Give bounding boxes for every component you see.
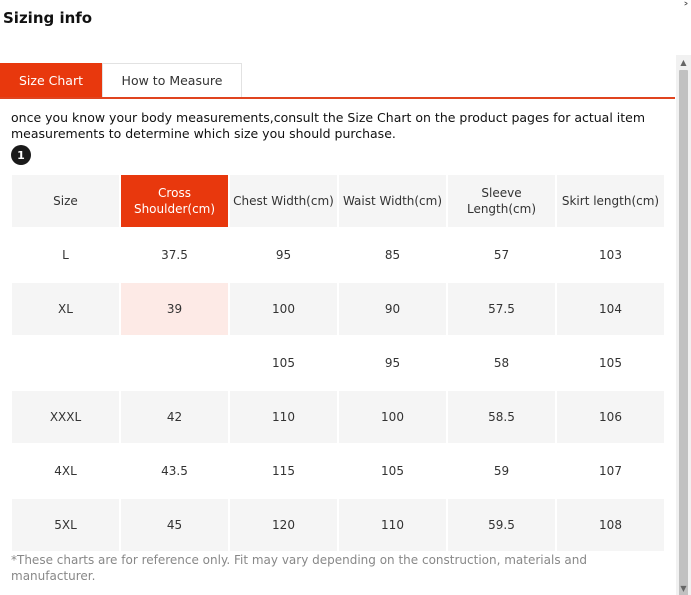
cell-sleeve-length: 57 [448, 229, 555, 281]
cell-waist-width: 100 [339, 391, 446, 443]
footnote-disclaimer: *These charts are for reference only. Fi… [11, 553, 587, 583]
cell-waist-width: 95 [339, 337, 446, 389]
table-row: XXXL 42 110 100 58.5 106 [12, 391, 664, 443]
cell-size: L [12, 229, 119, 281]
cell-skirt-length: 108 [557, 499, 664, 551]
cell-size: 5XL [12, 499, 119, 551]
header-cross-shoulder: Cross Shoulder(cm) [121, 175, 228, 227]
tab-bar: Size Chart How to Measure [0, 63, 675, 99]
header-skirt-length: Skirt length(cm) [557, 175, 664, 227]
scroll-up-icon[interactable]: ▲ [680, 57, 687, 67]
cell-skirt-length: 105 [557, 337, 664, 389]
table-row: L 37.5 95 85 57 103 [12, 229, 664, 281]
cell-chest-width: 110 [230, 391, 337, 443]
table-row: 5XL 45 120 110 59.5 108 [12, 499, 664, 551]
cell-chest-width: 95 [230, 229, 337, 281]
close-icon[interactable]: ˃ [683, 1, 689, 15]
cell-sleeve-length: 58.5 [448, 391, 555, 443]
cell-cross-shoulder: 42 [121, 391, 228, 443]
scrollbar-thumb[interactable] [679, 70, 688, 595]
table-row-selected: XXL 40.5 105 95 58 105 [12, 337, 664, 389]
cell-size: 4XL [12, 445, 119, 497]
cell-cross-shoulder: 37.5 [121, 229, 228, 281]
cell-cross-shoulder: 45 [121, 499, 228, 551]
cell-skirt-length: 106 [557, 391, 664, 443]
scroll-down-icon[interactable]: ▼ [680, 583, 687, 593]
header-sleeve-length: Sleeve Length(cm) [448, 175, 555, 227]
header-waist-width: Waist Width(cm) [339, 175, 446, 227]
tab-underline [0, 97, 675, 99]
cell-sleeve-length: 59.5 [448, 499, 555, 551]
header-size: Size [12, 175, 119, 227]
cell-waist-width: 85 [339, 229, 446, 281]
cell-cross-shoulder: 40.5 [121, 337, 228, 389]
cell-cross-shoulder: 43.5 [121, 445, 228, 497]
cell-size: XXXL [12, 391, 119, 443]
tab-how-to-measure[interactable]: How to Measure [102, 63, 242, 97]
cell-waist-width: 110 [339, 499, 446, 551]
cell-size: XL [12, 283, 119, 335]
cell-sleeve-length: 58 [448, 337, 555, 389]
cell-chest-width: 100 [230, 283, 337, 335]
cell-size: XXL [12, 337, 119, 389]
table-header-row: Size Cross Shoulder(cm) Chest Width(cm) … [12, 175, 664, 227]
cell-sleeve-length: 59 [448, 445, 555, 497]
step-number-badge: 1 [11, 145, 31, 165]
table-row: XL 39 100 90 57.5 104 [12, 283, 664, 335]
cell-chest-width: 115 [230, 445, 337, 497]
cell-chest-width: 120 [230, 499, 337, 551]
vertical-scrollbar[interactable]: ▲ ▼ [676, 55, 691, 595]
cell-skirt-length: 104 [557, 283, 664, 335]
cell-skirt-length: 107 [557, 445, 664, 497]
intro-text: once you know your body measurements,con… [11, 110, 646, 141]
cell-sleeve-length: 57.5 [448, 283, 555, 335]
size-chart-table: Size Cross Shoulder(cm) Chest Width(cm) … [10, 173, 666, 553]
tab-size-chart[interactable]: Size Chart [0, 63, 102, 97]
cell-cross-shoulder: 39 [121, 283, 228, 335]
header-chest-width: Chest Width(cm) [230, 175, 337, 227]
cell-waist-width: 90 [339, 283, 446, 335]
dialog-title: Sizing info [3, 9, 93, 27]
cell-chest-width: 105 [230, 337, 337, 389]
table-row: 4XL 43.5 115 105 59 107 [12, 445, 664, 497]
cell-waist-width: 105 [339, 445, 446, 497]
cell-skirt-length: 103 [557, 229, 664, 281]
